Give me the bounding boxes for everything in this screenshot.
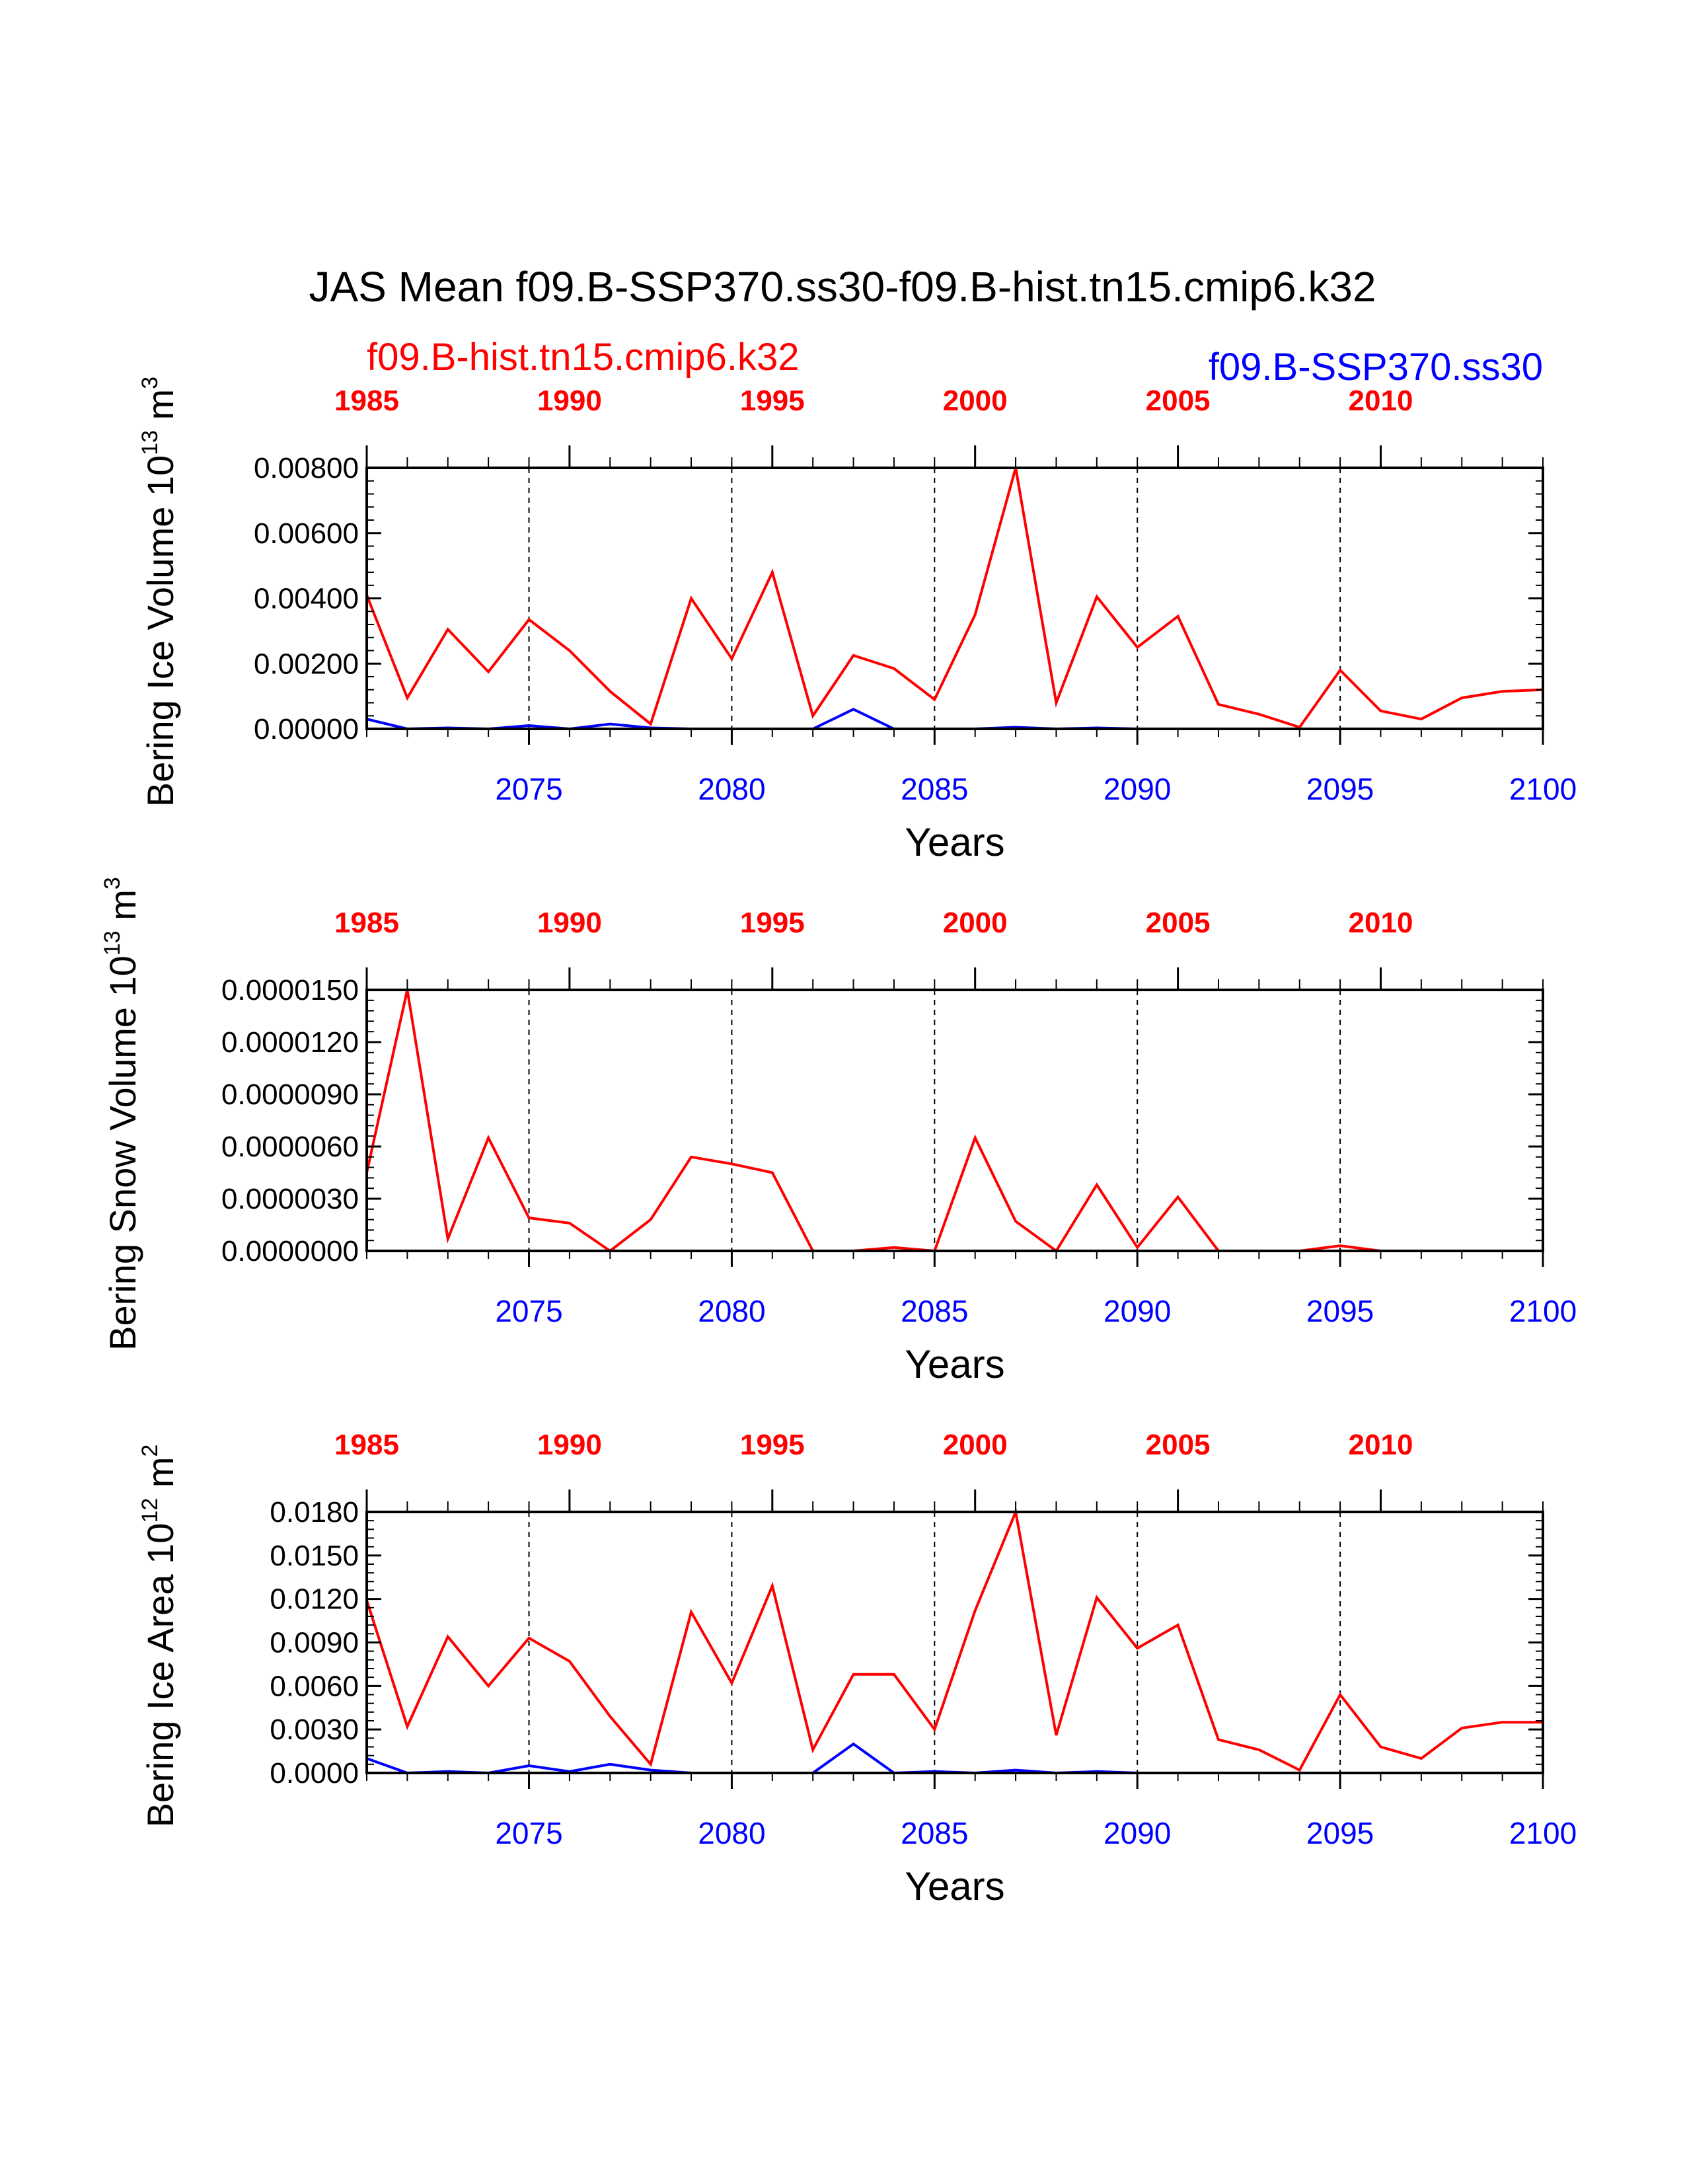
y-tick-label: 0.0000090 [221, 1078, 359, 1111]
x-tick-label-top: 2010 [1349, 385, 1413, 417]
y-tick-label: 0.0060 [270, 1670, 359, 1702]
legend-hist-label: f09.B-hist.tn15.cmip6.k32 [367, 336, 799, 379]
x-tick-label-bottom: 2085 [901, 772, 968, 806]
x-tick-label-top: 2000 [943, 385, 1008, 417]
x-tick-label-top: 1995 [740, 907, 805, 939]
x-tick-label-top: 2000 [943, 907, 1008, 939]
series-line-hist [365, 1507, 1543, 1772]
series-line-ssp [366, 1742, 1543, 1775]
y-axis-label: Bering Ice Volume 1013 m3 [137, 377, 181, 807]
x-tick-label-bottom: 2095 [1306, 772, 1374, 806]
x-tick-label-bottom: 2100 [1509, 772, 1577, 806]
plot-frame [365, 467, 1544, 730]
x-tick-label-bottom: 2075 [495, 1294, 562, 1328]
x-tick-label-bottom: 2090 [1104, 1816, 1171, 1850]
y-axis-label-part: Bering Snow Volume 10 [102, 956, 143, 1351]
y-axis-label-superscript: 13 [137, 430, 163, 455]
x-tick-label-bottom: 2075 [495, 772, 562, 806]
x-tick-label-top: 1985 [334, 385, 399, 417]
x-tick-label-bottom: 2075 [495, 1816, 562, 1850]
x-tick-label-top: 1995 [740, 385, 805, 417]
y-axis-label: Bering Snow Volume 1013 m3 [100, 877, 143, 1351]
panel-1: 0.00000 0.00200 0.00400 0.00600 0.00800 2075 2… [137, 377, 1577, 864]
x-tick-label-bottom: 2080 [698, 772, 765, 806]
x-tick-label-bottom: 2095 [1306, 1816, 1374, 1850]
series-line-hist [365, 989, 1543, 1253]
y-tick-label: 0.0120 [270, 1583, 359, 1616]
plot-frame [365, 1511, 1544, 1774]
x-tick-label-top: 2005 [1146, 907, 1211, 939]
y-tick-label: 0.00400 [254, 583, 359, 615]
x-tick-label-top: 1995 [740, 1429, 805, 1461]
panel-2: 0.0000000 0.0000030 0.0000060 0.0000090 0.00… [100, 877, 1577, 1386]
y-tick-label: 0.0150 [270, 1540, 359, 1572]
y-axis-label-part: Bering Ice Area 10 [139, 1523, 181, 1828]
panel-3: 0.0000 0.0030 0.0060 0.0090 0.0120 0.0150 0.01… [137, 1429, 1577, 1908]
y-axis-label-superscript: 3 [137, 377, 163, 389]
x-tick-label-bottom: 2080 [698, 1294, 765, 1328]
x-tick-label-top: 1990 [537, 907, 602, 939]
chart-title: JAS Mean f09.B-SSP370.ss30-f09.B-hist.tn… [309, 263, 1376, 311]
x-tick-label-top: 1990 [537, 385, 602, 417]
x-tick-label-bottom: 2090 [1104, 772, 1171, 806]
x-tick-label-bottom: 2090 [1104, 1294, 1171, 1328]
x-tick-label-top: 1985 [334, 1429, 399, 1461]
plot-frame [365, 989, 1544, 1252]
y-tick-label: 0.0180 [270, 1496, 359, 1528]
y-tick-label: 0.00200 [254, 648, 359, 680]
y-tick-label: 0.0000060 [221, 1131, 359, 1163]
y-tick-label: 0.00600 [254, 517, 359, 550]
x-tick-label-top: 2005 [1146, 1429, 1211, 1461]
x-tick-label-bottom: 2080 [698, 1816, 765, 1850]
x-tick-label-bottom: 2095 [1306, 1294, 1374, 1328]
y-axis-label-superscript: 3 [100, 877, 125, 889]
x-tick-label-top: 2000 [943, 1429, 1008, 1461]
y-tick-label: 0.0000150 [221, 974, 359, 1006]
y-tick-label: 0.00000 [254, 713, 359, 745]
y-tick-label: 0.0000120 [221, 1026, 359, 1059]
x-tick-label-top: 2010 [1349, 907, 1413, 939]
y-tick-label: 0.0000 [270, 1757, 359, 1789]
series-line-hist [365, 467, 1544, 729]
x-tick-label-bottom: 2100 [1509, 1294, 1577, 1328]
x-tick-label-bottom: 2085 [901, 1294, 968, 1328]
x-tick-label-top: 1985 [334, 907, 399, 939]
y-tick-label: 0.0000030 [221, 1183, 359, 1215]
y-tick-label: 0.00800 [254, 452, 359, 484]
x-axis-label: Years [905, 820, 1004, 864]
x-tick-label-top: 2005 [1146, 385, 1211, 417]
y-axis-label: Bering Ice Area 1012 m2 [137, 1445, 181, 1828]
legend-ssp-label: f09.B-SSP370.ss30 [1209, 346, 1543, 389]
y-axis-label-part: m [102, 889, 143, 930]
y-tick-label: 0.0030 [270, 1713, 359, 1746]
y-axis-label-superscript: 2 [137, 1445, 163, 1457]
series-line-ssp [366, 708, 1543, 731]
x-axis-label: Years [905, 1342, 1004, 1386]
x-axis-label: Years [905, 1864, 1004, 1908]
y-tick-label: 0.0000000 [221, 1235, 359, 1267]
y-tick-label: 0.0090 [270, 1627, 359, 1659]
y-axis-label-superscript: 12 [137, 1498, 163, 1523]
y-axis-label-superscript: 13 [100, 930, 125, 956]
y-axis-label-part: m [139, 389, 181, 430]
x-tick-label-top: 1990 [537, 1429, 602, 1461]
x-tick-label-bottom: 2100 [1509, 1816, 1577, 1850]
x-tick-label-top: 2010 [1349, 1429, 1413, 1461]
y-axis-label-part: Bering Ice Volume 10 [139, 455, 181, 807]
y-axis-label-part: m [139, 1457, 181, 1498]
x-tick-label-bottom: 2085 [901, 1816, 968, 1850]
